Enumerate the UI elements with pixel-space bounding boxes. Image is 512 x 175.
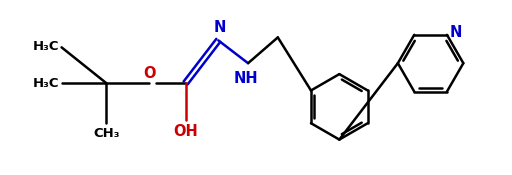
Text: NH: NH <box>234 71 259 86</box>
Text: O: O <box>143 66 156 81</box>
Text: H₃C: H₃C <box>33 40 59 53</box>
Text: N: N <box>450 25 462 40</box>
Text: N: N <box>214 20 226 35</box>
Text: CH₃: CH₃ <box>93 127 119 140</box>
Text: OH: OH <box>173 124 198 139</box>
Text: H₃C: H₃C <box>33 76 59 90</box>
